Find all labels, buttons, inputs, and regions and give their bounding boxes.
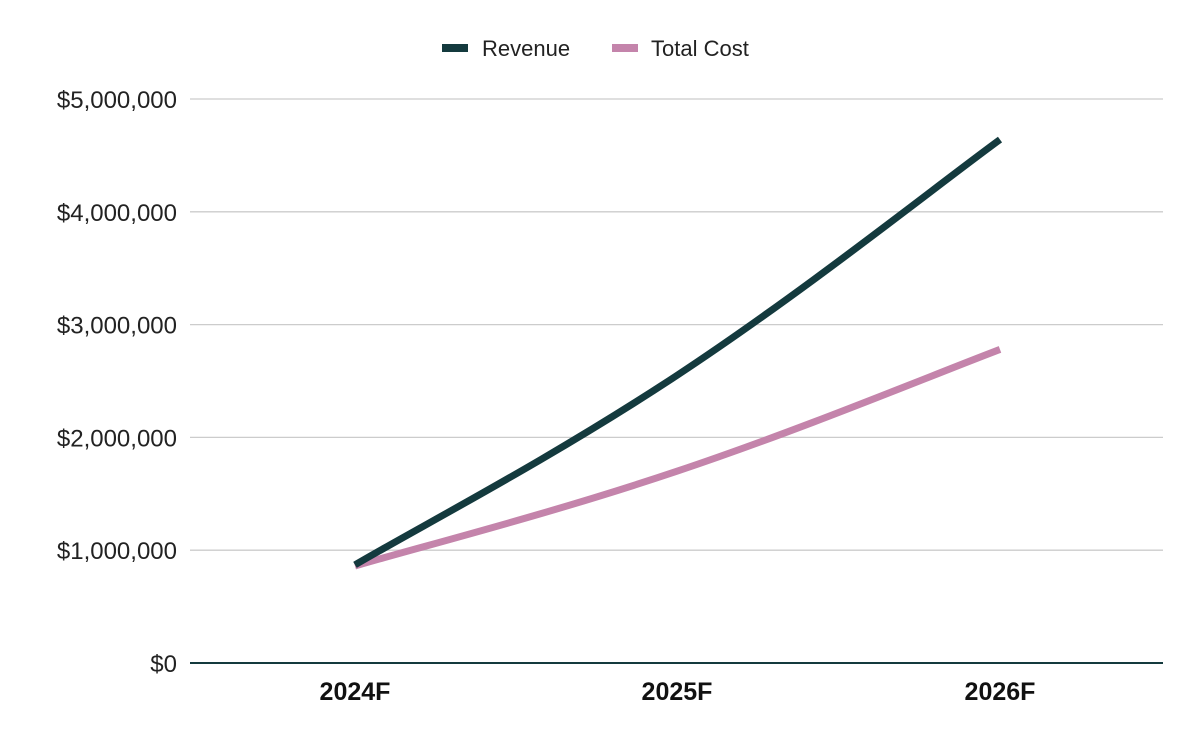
legend-label: Total Cost	[651, 36, 749, 61]
legend-swatch	[442, 44, 468, 52]
series-line-total-cost	[354, 346, 1002, 570]
y-axis-tick-labels: $0 $1,000,000 $2,000,000 $3,000,000 $4,000,0…	[57, 87, 177, 678]
y-tick-label: $5,000,000	[57, 87, 177, 114]
series-lines	[353, 136, 1003, 570]
gridlines	[190, 98, 1163, 551]
x-axis-tick-labels: 2024F 2025F 2026F	[320, 678, 1036, 706]
x-tick-label: 2024F	[320, 678, 391, 706]
y-tick-label: $1,000,000	[57, 538, 177, 565]
y-tick-label: $0	[150, 651, 177, 678]
legend-label: Revenue	[482, 36, 570, 61]
y-tick-label: $2,000,000	[57, 425, 177, 452]
y-tick-label: $3,000,000	[57, 313, 177, 340]
legend-swatch	[612, 44, 638, 52]
series-line-revenue	[353, 136, 1003, 568]
x-tick-label: 2026F	[965, 678, 1036, 706]
y-tick-label: $4,000,000	[57, 200, 177, 227]
x-tick-label: 2025F	[642, 678, 713, 706]
legend: Revenue Total Cost	[442, 36, 749, 61]
